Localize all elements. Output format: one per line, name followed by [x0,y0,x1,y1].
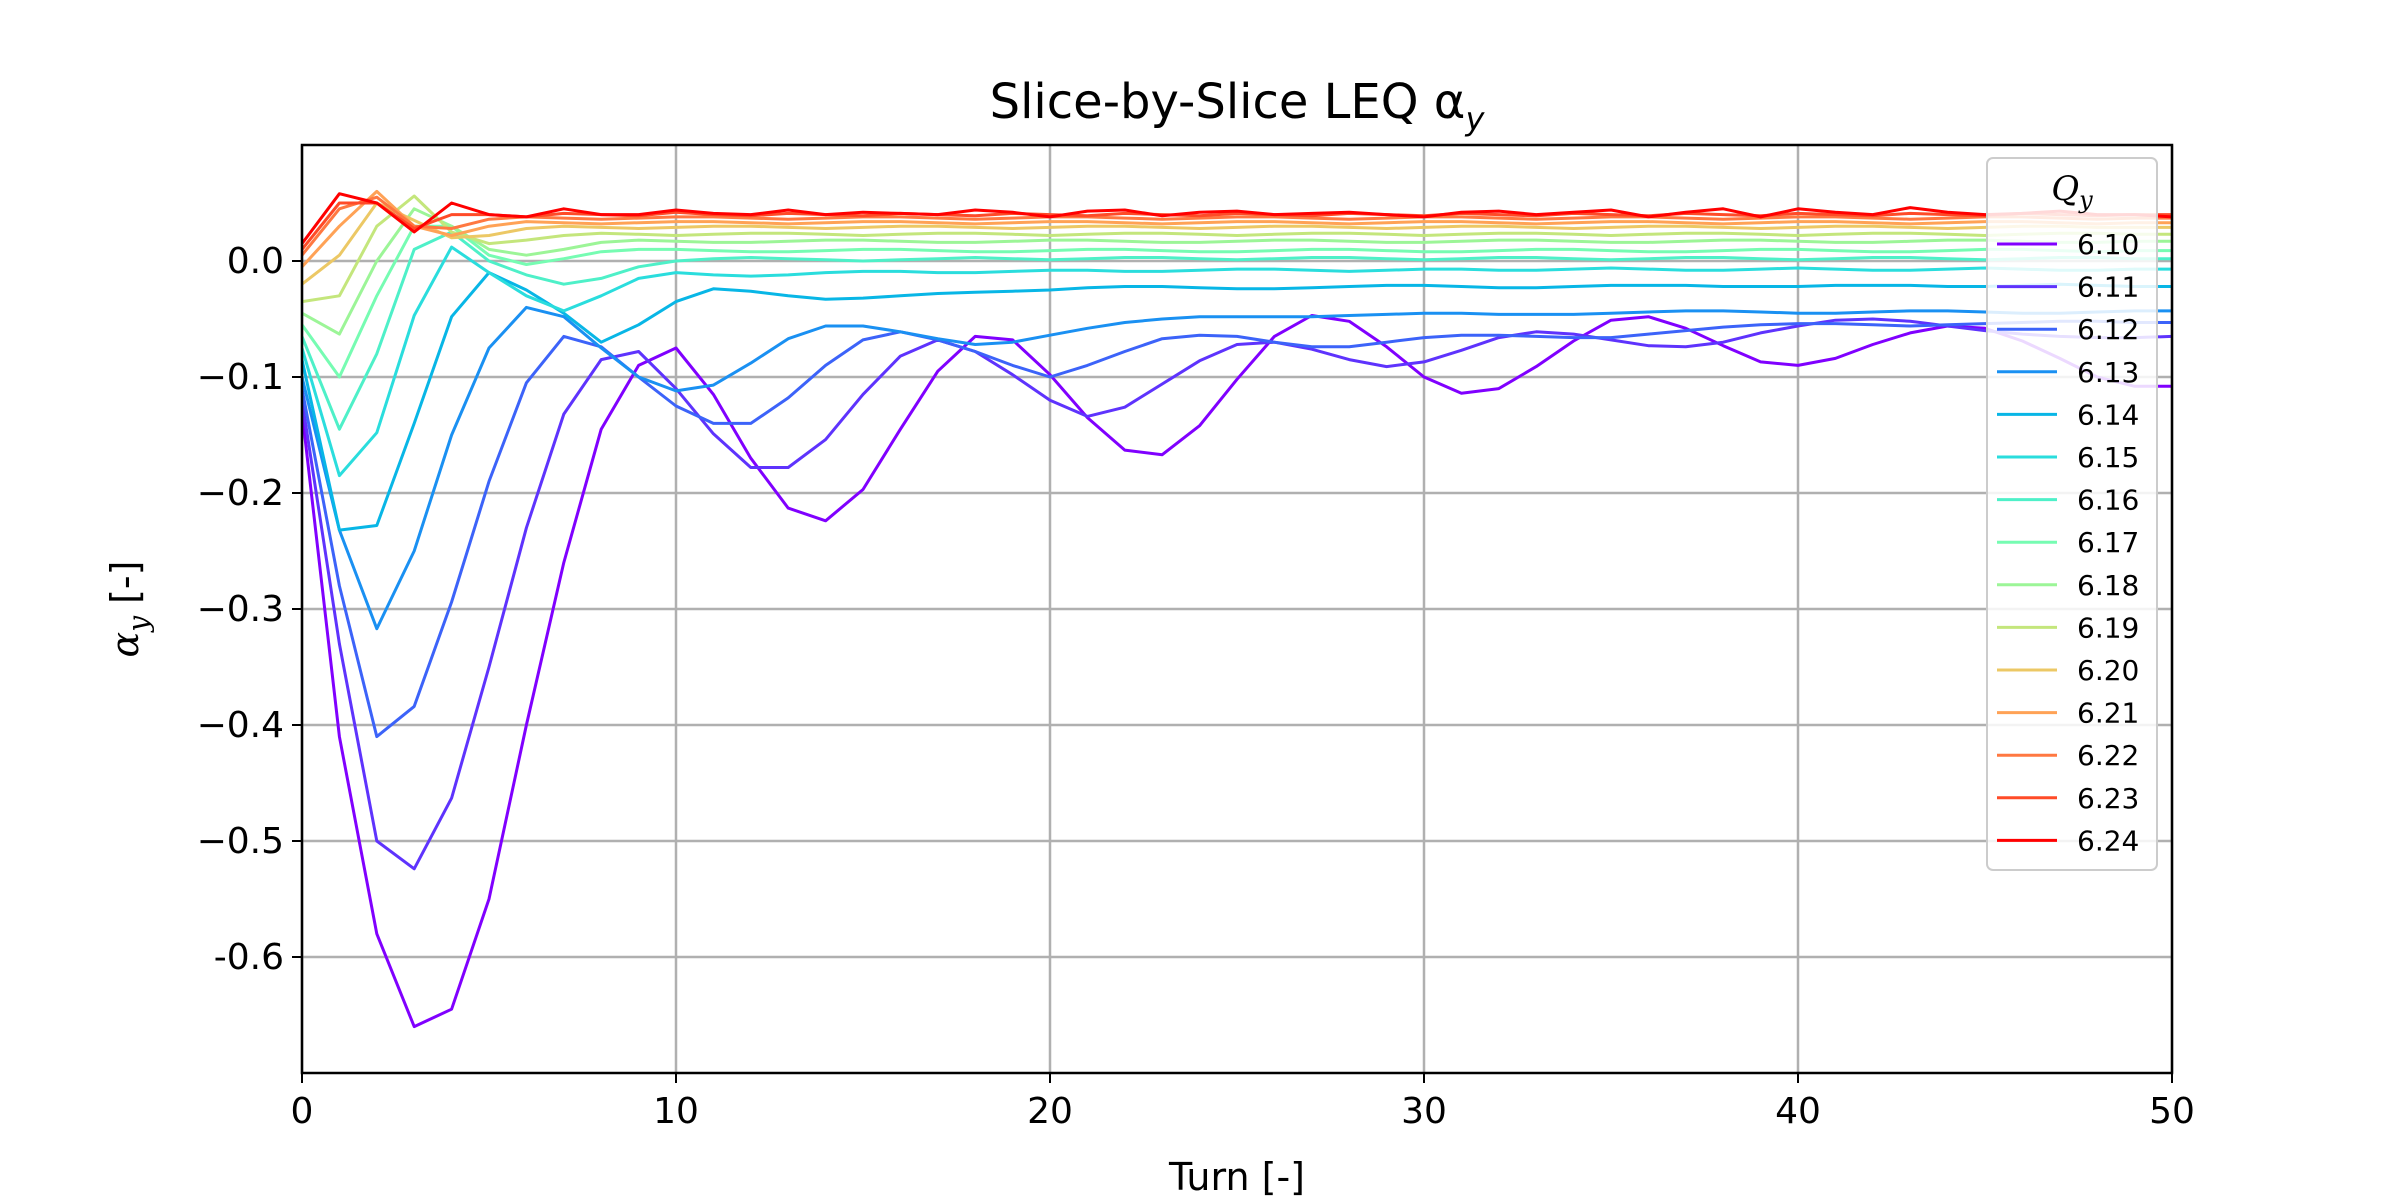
y-tick-label: −0.4 [197,705,284,746]
legend-label: 6.23 [2077,782,2139,815]
y-tick-label: −0.5 [197,821,284,862]
x-tick-label: 0 [291,1091,314,1132]
y-tick-label: −0.1 [197,357,284,398]
legend-box [1986,157,2158,871]
series-line-6-14 [302,271,2172,532]
legend-label: 6.11 [2077,271,2139,304]
x-tick-label: 10 [653,1091,699,1132]
series-line-6-20 [302,201,2172,286]
series-line-6-13 [302,305,2172,631]
legend-label: 6.17 [2077,526,2139,559]
x-tick-label: 40 [1775,1091,1821,1132]
series-lines [302,189,2172,1029]
series-line-6-16 [302,230,2172,431]
chart-title: Slice-by-Slice LEQ αy [990,74,1486,138]
y-tick-label: 0.0 [227,241,284,282]
legend-label: 6.13 [2077,356,2139,389]
series-line-6-18 [302,207,2172,336]
legend-title: Qy [2051,169,2093,214]
x-axis-label: Turn [-] [1168,1155,1305,1199]
series-line-6-24 [302,192,2172,245]
x-tick-label: 20 [1027,1091,1073,1132]
legend-label: 6.12 [2077,313,2139,346]
legend-label: 6.22 [2077,739,2139,772]
legend: Qy 6.106.116.126.136.146.156.166.176.186… [1986,157,2158,871]
series-line-6-21 [302,189,2172,268]
grid [300,145,2174,1073]
y-tick-label: -0.6 [214,937,284,978]
series-line-6-10 [302,314,2172,1029]
series-line-6-17 [302,224,2172,379]
x-axis-ticks: 0 10 20 30 40 50 [291,1073,2195,1132]
series-line-6-19 [302,194,2172,304]
legend-label: 6.24 [2077,824,2139,857]
y-axis-label: αy [-] [103,561,155,658]
y-tick-label: −0.3 [197,589,284,630]
series-line-6-22 [302,195,2172,257]
x-tick-label: 30 [1401,1091,1447,1132]
x-tick-label: 50 [2149,1091,2195,1132]
legend-items: 6.10 6.11 6.12 6.13 6.14 6.15 6.16 6.17 6.18 6.19… [1997,228,2139,857]
legend-label: 6.20 [2077,654,2139,687]
legend-label: 6.10 [2077,228,2139,261]
series-line-6-15 [302,245,2172,478]
y-axis-ticks: -0.6 −0.5 −0.4 −0.3 −0.2 −0.1 0.0 [197,241,302,978]
legend-label: 6.21 [2077,697,2139,730]
legend-label: 6.14 [2077,398,2139,431]
legend-label: 6.16 [2077,484,2139,517]
legend-label: 6.18 [2077,569,2139,602]
legend-label: 6.15 [2077,441,2139,474]
y-tick-label: −0.2 [197,473,284,514]
legend-label: 6.19 [2077,611,2139,644]
